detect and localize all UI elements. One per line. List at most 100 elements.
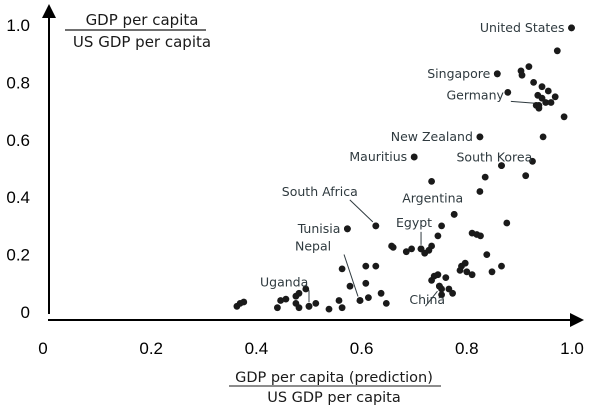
- country-label: South Korea: [457, 150, 533, 165]
- data-point: [428, 178, 435, 185]
- country-label: Germany: [446, 87, 504, 102]
- data-point-labeled: [417, 245, 425, 253]
- data-point-labeled: [305, 302, 313, 310]
- data-point-labeled: [372, 222, 380, 230]
- y-tick-label: 0: [21, 303, 30, 322]
- country-label: New Zealand: [391, 129, 473, 144]
- data-point-labeled: [493, 70, 501, 78]
- country-labels: United States Singapore Germany New Zealand…: [260, 20, 565, 307]
- x-label-denominator: US GDP per capita: [267, 390, 401, 406]
- country-label: Argentina: [402, 190, 463, 205]
- country-label: Uganda: [260, 274, 308, 289]
- data-point: [547, 99, 555, 106]
- data-point: [518, 71, 526, 79]
- data-point: [295, 304, 303, 312]
- data-point: [382, 300, 390, 307]
- country-label: Singapore: [427, 66, 490, 81]
- data-point: [282, 295, 290, 303]
- data-point: [335, 297, 343, 304]
- data-point: [504, 89, 512, 96]
- x-tick-label: 0.4: [245, 339, 269, 358]
- data-point-labeled: [535, 102, 543, 109]
- data-point-labeled: [498, 162, 505, 170]
- leader-line: [349, 199, 374, 223]
- leader-line: [343, 254, 359, 297]
- data-point-labeled: [450, 211, 458, 218]
- data-point: [274, 304, 281, 312]
- data-point: [365, 294, 372, 301]
- data-point: [560, 113, 568, 121]
- x-label-numerator: GDP per capita (prediction): [235, 370, 433, 386]
- y-tick-label: 0.4: [6, 188, 30, 207]
- data-point: [434, 232, 442, 240]
- data-points: [233, 24, 575, 313]
- x-tick-label: 0: [38, 339, 47, 358]
- y-label-denominator: US GDP per capita: [73, 33, 211, 51]
- y-tick-label: 0.6: [6, 131, 30, 150]
- data-point: [461, 259, 469, 267]
- data-point: [468, 271, 476, 279]
- data-point: [372, 262, 380, 270]
- y-tick-labels: 0 0.2 0.4 0.6 0.8 1.0: [6, 16, 30, 322]
- x-tick-label: 0.8: [455, 339, 479, 358]
- data-point-labeled: [410, 153, 418, 161]
- data-point: [338, 265, 346, 273]
- country-label: Egypt: [396, 215, 432, 230]
- data-point: [295, 289, 303, 297]
- country-label: South Africa: [282, 184, 358, 199]
- data-point: [530, 79, 537, 86]
- country-label: United States: [480, 20, 565, 35]
- data-point: [362, 262, 370, 270]
- y-axis-arrow-icon: [42, 4, 56, 18]
- data-point: [338, 304, 346, 312]
- country-label: Nepal: [295, 239, 331, 254]
- data-point: [463, 268, 471, 276]
- x-tick-label: 1.0: [560, 339, 584, 358]
- data-point: [442, 274, 450, 281]
- data-point: [551, 93, 559, 101]
- data-point: [438, 291, 445, 299]
- data-point: [408, 245, 415, 253]
- x-axis-label: GDP per capita (prediction) US GDP per c…: [229, 370, 441, 406]
- data-point: [539, 133, 547, 141]
- data-point: [477, 232, 484, 240]
- data-point: [481, 173, 489, 181]
- data-point: [277, 297, 284, 304]
- data-point: [553, 47, 561, 55]
- data-point: [312, 300, 320, 307]
- data-point: [542, 99, 550, 106]
- data-point: [483, 251, 491, 258]
- y-tick-label: 0.8: [6, 73, 30, 92]
- y-tick-label: 0.2: [6, 246, 30, 265]
- x-axis-arrow-icon: [570, 313, 584, 327]
- data-point: [362, 279, 370, 287]
- y-label-numerator: GDP per capita: [86, 11, 199, 29]
- data-point: [529, 157, 536, 165]
- data-point: [449, 289, 456, 297]
- data-point: [240, 298, 248, 306]
- data-point: [402, 248, 410, 256]
- leader-line: [510, 100, 537, 104]
- data-point: [428, 242, 435, 250]
- data-point: [302, 285, 310, 293]
- x-tick-labels: 0 0.2 0.4 0.6 0.8 1.0: [38, 339, 584, 358]
- data-point-labeled: [568, 24, 575, 32]
- x-tick-label: 0.6: [350, 339, 374, 358]
- country-label: China: [409, 292, 445, 307]
- data-point: [434, 271, 442, 279]
- data-point: [503, 219, 511, 227]
- y-axis-label: GDP per capita US GDP per capita: [65, 11, 211, 51]
- axes: [42, 4, 584, 327]
- y-tick-label: 1.0: [6, 16, 30, 35]
- data-point: [438, 222, 445, 230]
- data-point-labeled: [356, 297, 364, 304]
- country-label: Mauritius: [349, 149, 407, 164]
- data-point: [346, 282, 354, 290]
- data-point: [525, 63, 533, 70]
- leader-lines: [308, 100, 537, 307]
- leader-line: [425, 290, 438, 307]
- data-point: [544, 87, 552, 95]
- data-point: [325, 305, 333, 313]
- data-point: [389, 244, 397, 251]
